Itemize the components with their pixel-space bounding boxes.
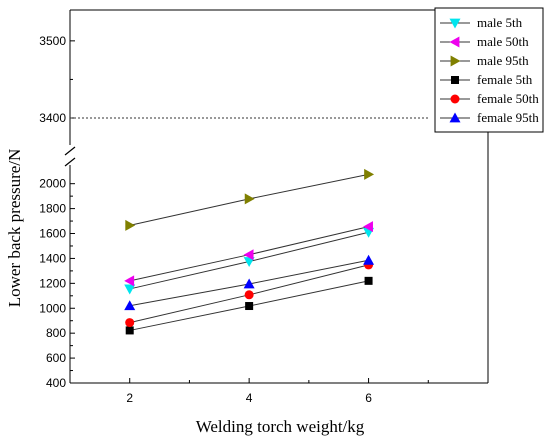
y-tick-label: 400 [46,376,66,390]
legend-marker-female-5th [451,76,459,84]
axis-break-mark [64,157,76,167]
data-point-male-95th [125,219,136,231]
data-point-male-5th [124,284,136,295]
y-tick-label: 2000 [39,177,66,191]
y-tick-label: 600 [46,351,66,365]
data-point-female-95th [243,278,255,289]
y-tick-label: 1000 [39,301,66,315]
legend-label-female-5th: female 5th [477,72,533,87]
y-tick-label: 1200 [39,276,66,290]
data-point-male-95th [364,168,375,180]
legend-label-male-95th: male 95th [477,53,529,68]
legend-marker-male-5th [449,18,461,29]
legend-marker-male-50th [449,36,460,48]
x-tick-label: 6 [365,391,372,405]
legend-marker-male-95th [450,55,461,67]
x-tick-label: 2 [126,391,133,405]
legend-marker-female-50th [450,94,460,104]
y-axis-label: Lower back pressure/N [5,149,24,308]
legend-label-female-50th: female 50th [477,91,539,106]
legend: male 5th male 50th male 95th female 5th fema… [434,7,544,133]
data-point-female-5th [364,276,373,285]
data-point-female-95th [363,254,375,265]
y-tick-label: 1800 [39,202,66,216]
y-tick-label: 3500 [39,34,66,48]
legend-box [434,7,544,133]
data-point-female-5th [245,302,254,311]
axis-break-mark [64,146,76,156]
data-point-male-50th [243,249,254,261]
y-tick-label: 800 [46,326,66,340]
data-point-male-95th [244,193,255,205]
data-point-male-50th [124,275,135,287]
legend-label-male-50th: male 50th [477,34,529,49]
tick-labels: 400 600 800 1000 1200 1400 1600 1800 2000 3400 350… [39,34,372,405]
data-point-female-50th [244,290,254,300]
legend-marker-female-95th [449,112,461,123]
y-tick-label: 3400 [39,111,66,125]
data-point-female-95th [124,300,136,311]
data-point-female-50th [125,318,135,328]
y-tick-label: 1600 [39,227,66,241]
legend-label-male-5th: male 5th [477,15,523,30]
data-point-male-50th [363,221,373,233]
legend-label-female-95th: female 95th [477,110,539,125]
x-axis-label: Welding torch weight/kg [196,417,365,436]
data-point-female-5th [125,326,134,335]
y-tick-label: 1400 [39,251,66,265]
data-point-male-5th [243,257,255,268]
series-markers [124,168,375,335]
x-tick-label: 4 [246,391,253,405]
